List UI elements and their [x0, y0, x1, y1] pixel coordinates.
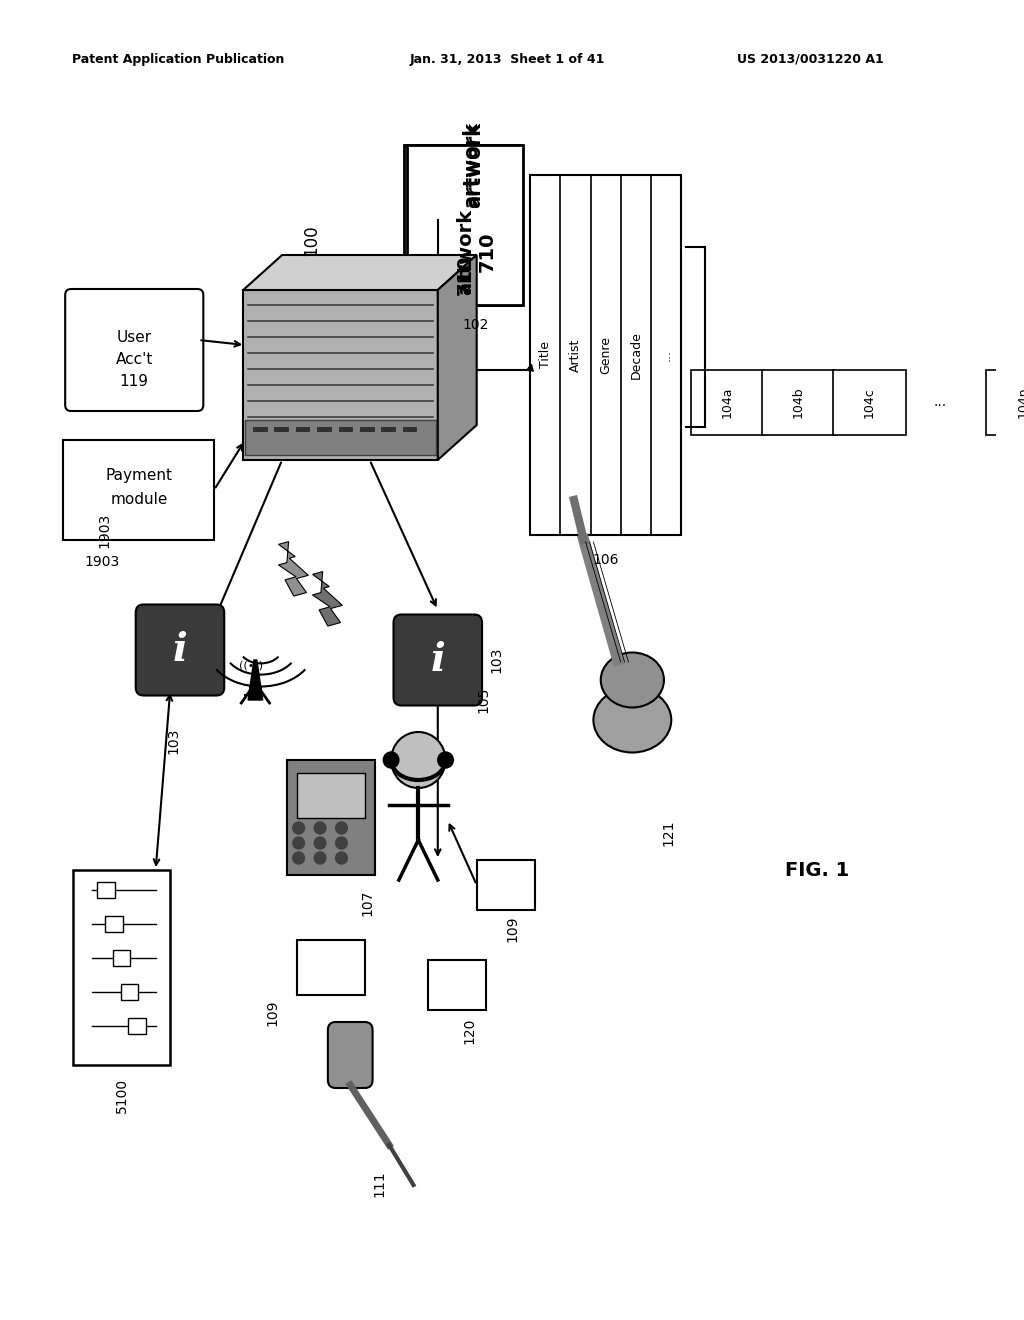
Text: 104b: 104b [792, 387, 805, 418]
Text: 109: 109 [265, 1001, 280, 1027]
Circle shape [314, 837, 326, 849]
Text: 107: 107 [360, 890, 374, 916]
Bar [244, 290, 438, 459]
Text: 119: 119 [120, 374, 148, 389]
Text: Acc't: Acc't [116, 352, 153, 367]
Text: 111: 111 [373, 1170, 386, 1197]
Bar [317, 426, 331, 432]
Ellipse shape [594, 688, 672, 752]
Bar [403, 145, 520, 305]
Text: 104c: 104c [863, 387, 876, 418]
Text: i: i [173, 631, 187, 669]
Text: i: i [430, 642, 445, 678]
Text: artwork: artwork [465, 121, 484, 209]
Bar [105, 916, 123, 932]
Text: ...: ... [934, 396, 947, 409]
Text: 121: 121 [662, 820, 676, 846]
Text: 106: 106 [592, 553, 618, 568]
Circle shape [314, 822, 326, 834]
Circle shape [293, 822, 304, 834]
Text: 105: 105 [477, 686, 490, 713]
Text: Payment: Payment [105, 469, 173, 483]
FancyBboxPatch shape [66, 289, 204, 411]
Text: FIG. 1: FIG. 1 [785, 861, 849, 879]
Text: Artist: Artist [569, 338, 582, 372]
Bar [245, 420, 436, 455]
Bar [296, 426, 309, 432]
Bar [73, 870, 170, 1065]
Bar [287, 760, 375, 875]
Bar [407, 145, 523, 305]
Circle shape [293, 837, 304, 849]
Bar [297, 940, 365, 995]
Polygon shape [248, 660, 263, 700]
Bar [339, 426, 352, 432]
Circle shape [314, 851, 326, 865]
Text: ((•)): ((•)) [239, 660, 263, 671]
Bar [402, 426, 417, 432]
Text: ...: ... [659, 348, 673, 360]
Bar [986, 370, 1024, 436]
Bar [121, 983, 138, 1001]
Text: Title: Title [539, 342, 552, 368]
Text: 102: 102 [462, 318, 488, 333]
Polygon shape [244, 255, 477, 290]
Text: User: User [117, 330, 152, 345]
Circle shape [293, 851, 304, 865]
Bar [691, 370, 764, 436]
Text: 5100: 5100 [115, 1078, 129, 1113]
FancyBboxPatch shape [393, 615, 482, 705]
Bar [530, 176, 681, 535]
Text: 1903: 1903 [97, 512, 112, 548]
Circle shape [336, 837, 347, 849]
Text: 109: 109 [506, 915, 520, 941]
Circle shape [391, 733, 445, 788]
Text: artwork
710: artwork 710 [456, 209, 498, 294]
Text: US 2013/0031220 A1: US 2013/0031220 A1 [737, 53, 884, 66]
Text: Genre: Genre [599, 337, 612, 374]
Bar [381, 426, 395, 432]
Text: 103: 103 [166, 729, 180, 754]
Bar [428, 960, 486, 1010]
Bar [360, 426, 374, 432]
Text: 1903: 1903 [85, 554, 120, 569]
Bar [113, 950, 130, 966]
Bar [128, 1018, 146, 1034]
Bar [253, 426, 266, 432]
Bar [97, 882, 115, 898]
Text: Decade: Decade [630, 331, 642, 379]
Text: 100: 100 [302, 224, 321, 256]
Ellipse shape [601, 652, 664, 708]
Text: Jan. 31, 2013  Sheet 1 of 41: Jan. 31, 2013 Sheet 1 of 41 [410, 53, 605, 66]
Bar [63, 440, 214, 540]
Polygon shape [312, 572, 342, 626]
FancyBboxPatch shape [136, 605, 224, 696]
FancyBboxPatch shape [328, 1022, 373, 1088]
Bar [833, 370, 905, 436]
Circle shape [383, 752, 399, 768]
Text: 103: 103 [489, 647, 503, 673]
Bar [477, 861, 536, 909]
Polygon shape [279, 541, 308, 597]
Bar [762, 370, 835, 436]
Text: 710: 710 [456, 255, 474, 294]
Circle shape [336, 851, 347, 865]
Bar [274, 426, 288, 432]
Bar [297, 774, 365, 818]
Text: 120: 120 [462, 1018, 476, 1044]
Text: 104a: 104a [721, 387, 734, 418]
Text: Patent Application Publication: Patent Application Publication [72, 53, 284, 66]
Text: 104n: 104n [1017, 387, 1024, 418]
Circle shape [336, 822, 347, 834]
Text: module: module [111, 492, 168, 507]
Text: artwork: artwork [462, 121, 481, 209]
Polygon shape [438, 255, 477, 459]
Circle shape [438, 752, 454, 768]
